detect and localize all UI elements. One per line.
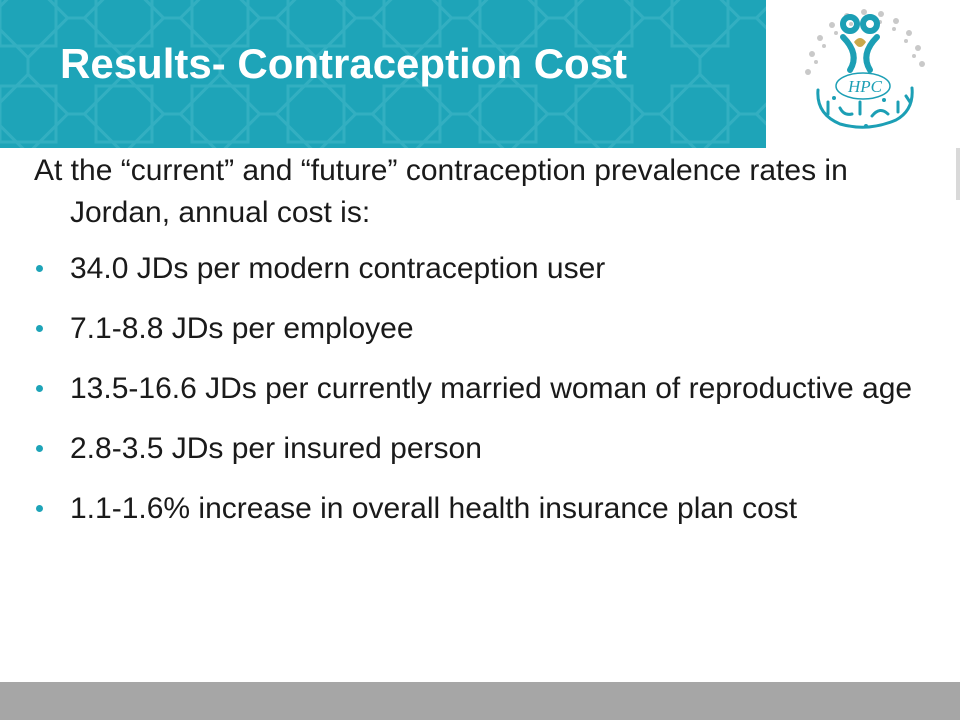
bullet-icon — [36, 505, 43, 512]
bullet-item: 7.1-8.8 JDs per employee — [34, 308, 934, 350]
hpc-emblem-icon: HPC — [805, 9, 925, 129]
intro-text: At the “current” and “future” contracept… — [34, 154, 848, 229]
slide-title: Results- Contraception Cost — [60, 40, 628, 87]
bullet-item: 13.5-16.6 JDs per currently married woma… — [34, 368, 934, 410]
bullet-icon — [36, 265, 43, 272]
bullet-icon — [36, 445, 43, 452]
bullet-text: 1.1-1.6% increase in overall health insu… — [70, 492, 798, 525]
bullet-list: 34.0 JDs per modern contraception user 7… — [34, 248, 934, 530]
logo-box: HPC — [766, 0, 960, 148]
bullet-text: 2.8-3.5 JDs per insured person — [70, 432, 482, 465]
bullet-text: 34.0 JDs per modern contraception user — [70, 252, 606, 285]
geometric-pattern — [0, 0, 766, 148]
right-edge-accent — [956, 148, 960, 200]
slide-body: At the “current” and “future” contracept… — [34, 150, 934, 548]
bullet-text: 7.1-8.8 JDs per employee — [70, 312, 414, 345]
logo-text: HPC — [847, 77, 883, 96]
header-band: Results- Contraception Cost — [0, 0, 766, 148]
bullet-icon — [36, 325, 43, 332]
bullet-icon — [36, 385, 43, 392]
bullet-item: 2.8-3.5 JDs per insured person — [34, 428, 934, 470]
footer-band — [0, 682, 960, 720]
bullet-item: 1.1-1.6% increase in overall health insu… — [34, 488, 934, 530]
bullet-item: 34.0 JDs per modern contraception user — [34, 248, 934, 290]
bullet-text: 13.5-16.6 JDs per currently married woma… — [70, 372, 913, 405]
